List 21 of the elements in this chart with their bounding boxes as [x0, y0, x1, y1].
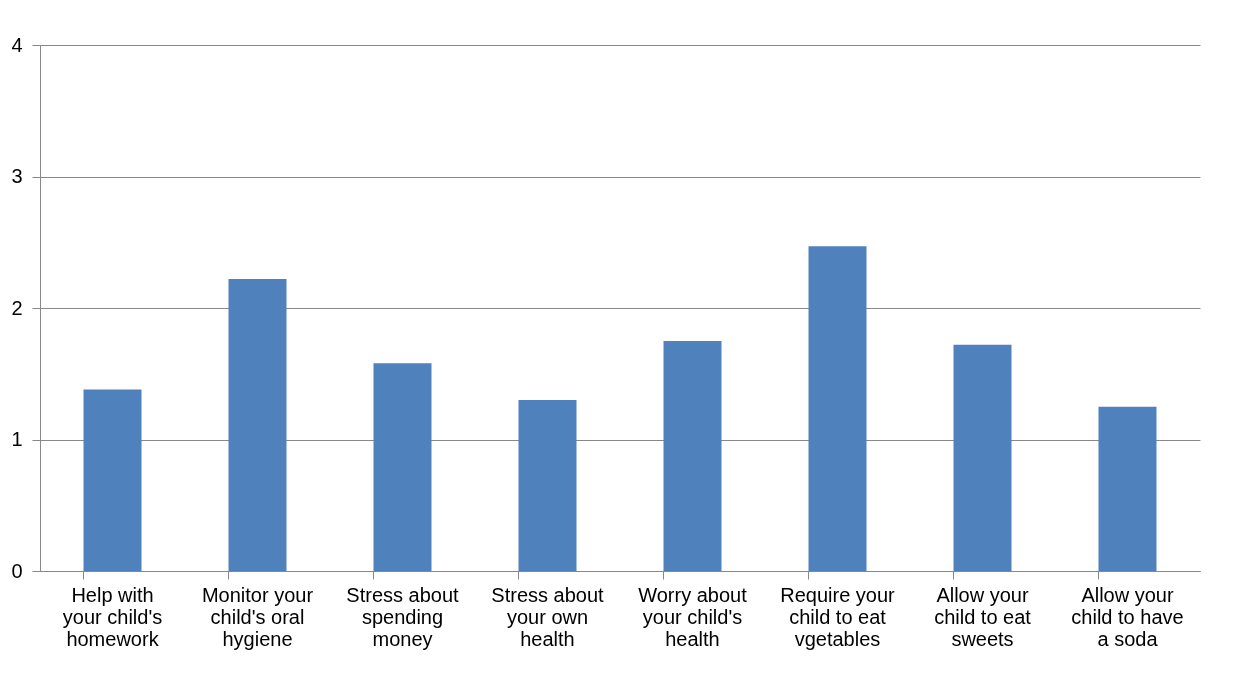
- x-tick-label: Allow your child to have a soda: [1071, 583, 1184, 650]
- bar: [953, 344, 1012, 571]
- x-tick-label: Help with your child's homework: [62, 583, 163, 650]
- bar: [373, 363, 432, 571]
- x-tick-label: Stress about your own health: [491, 583, 605, 650]
- y-tick-label: 2: [11, 296, 23, 319]
- bar: [808, 246, 867, 571]
- x-tick-label: Monitor your child's oral hygiene: [201, 583, 314, 650]
- x-tick-label: Worry about your child's health: [638, 583, 748, 650]
- bar: [518, 400, 577, 571]
- bar: [663, 340, 722, 571]
- y-tick-label: 4: [11, 33, 23, 56]
- y-tick-label: 0: [11, 559, 23, 582]
- x-tick-label: Stress about spending money: [346, 583, 460, 650]
- bar: [1098, 406, 1157, 571]
- y-tick-label: 3: [11, 165, 23, 187]
- bar: [83, 389, 142, 571]
- x-tick-label: Allow your child to eat sweets: [934, 583, 1032, 650]
- y-tick-label: 1: [11, 428, 23, 450]
- x-tick-label: Require your child to eat vgetables: [780, 583, 896, 650]
- bar: [228, 279, 287, 571]
